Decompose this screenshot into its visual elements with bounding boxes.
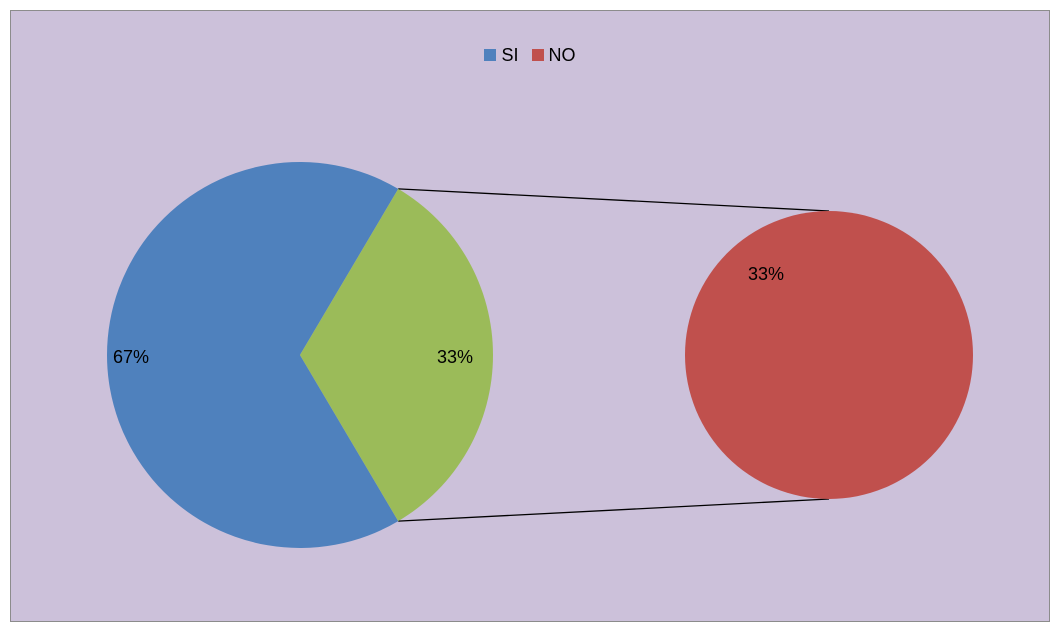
main-pie bbox=[106, 161, 493, 549]
legend-item-si: SI bbox=[484, 45, 519, 66]
chart-area: 67% 33% 33% SI NO bbox=[10, 10, 1050, 622]
legend-item-no: NO bbox=[531, 45, 576, 66]
connector-lines bbox=[398, 188, 830, 522]
legend-swatch-si bbox=[484, 49, 497, 61]
connector-line-bottom bbox=[398, 498, 830, 522]
pie-slice-no bbox=[685, 211, 973, 499]
legend-label-si: SI bbox=[501, 45, 519, 65]
legend-swatch-no bbox=[531, 49, 544, 61]
data-label-si: 67% bbox=[113, 347, 149, 367]
pie-slice-si bbox=[106, 161, 399, 549]
data-labels: 67% 33% 33% bbox=[113, 264, 784, 367]
pie-slice-other bbox=[300, 188, 493, 522]
legend: SI NO bbox=[11, 45, 1049, 66]
data-label-other: 33% bbox=[437, 347, 473, 367]
pie-of-pie-chart: 67% 33% 33% bbox=[106, 161, 973, 549]
connector-line-top bbox=[398, 188, 830, 212]
legend-label-no: NO bbox=[548, 45, 576, 65]
secondary-pie bbox=[685, 211, 973, 499]
data-label-no: 33% bbox=[748, 264, 784, 284]
